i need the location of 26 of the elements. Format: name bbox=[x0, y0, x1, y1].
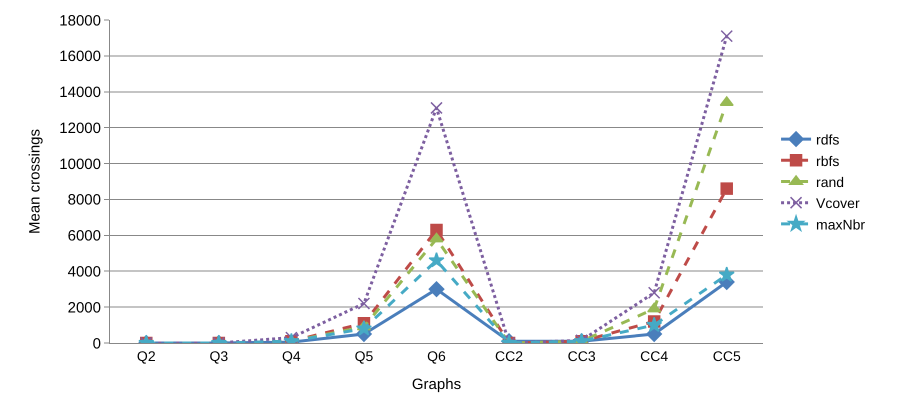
y-tick-label: 14000 bbox=[59, 84, 101, 102]
x-tick-label: Q6 bbox=[427, 348, 446, 364]
x-tick-label: Q2 bbox=[136, 348, 156, 364]
y-tick-label: 10000 bbox=[59, 156, 101, 173]
x-tick-label: CC5 bbox=[712, 348, 741, 364]
y-tick-label: 0 bbox=[92, 335, 101, 352]
y-axis-title: Mean crossings bbox=[26, 128, 44, 234]
legend-label: rbfs bbox=[816, 152, 840, 169]
y-tick-label: 6000 bbox=[68, 228, 101, 245]
legend-label: rand bbox=[816, 174, 844, 190]
x-tick-label: CC4 bbox=[640, 348, 668, 364]
x-tick-label: Q4 bbox=[282, 348, 301, 364]
x-tick-label: Q5 bbox=[354, 348, 374, 364]
x-tick-label: CC3 bbox=[568, 348, 596, 364]
y-tick-label: 2000 bbox=[68, 299, 101, 316]
y-tick-label: 8000 bbox=[68, 192, 101, 209]
y-tick-label: 16000 bbox=[59, 48, 101, 66]
x-tick-label: CC2 bbox=[495, 348, 524, 364]
x-axis-title: Graphs bbox=[412, 376, 462, 393]
legend-label: maxNbr bbox=[816, 216, 866, 232]
y-tick-label: 4000 bbox=[68, 263, 101, 280]
x-tick-label: Q3 bbox=[209, 348, 228, 364]
legend-label: Vcover bbox=[816, 195, 860, 212]
y-tick-label: 12000 bbox=[59, 120, 101, 137]
y-tick-label: 18000 bbox=[59, 12, 101, 30]
legend-label: rdfs bbox=[816, 132, 840, 148]
